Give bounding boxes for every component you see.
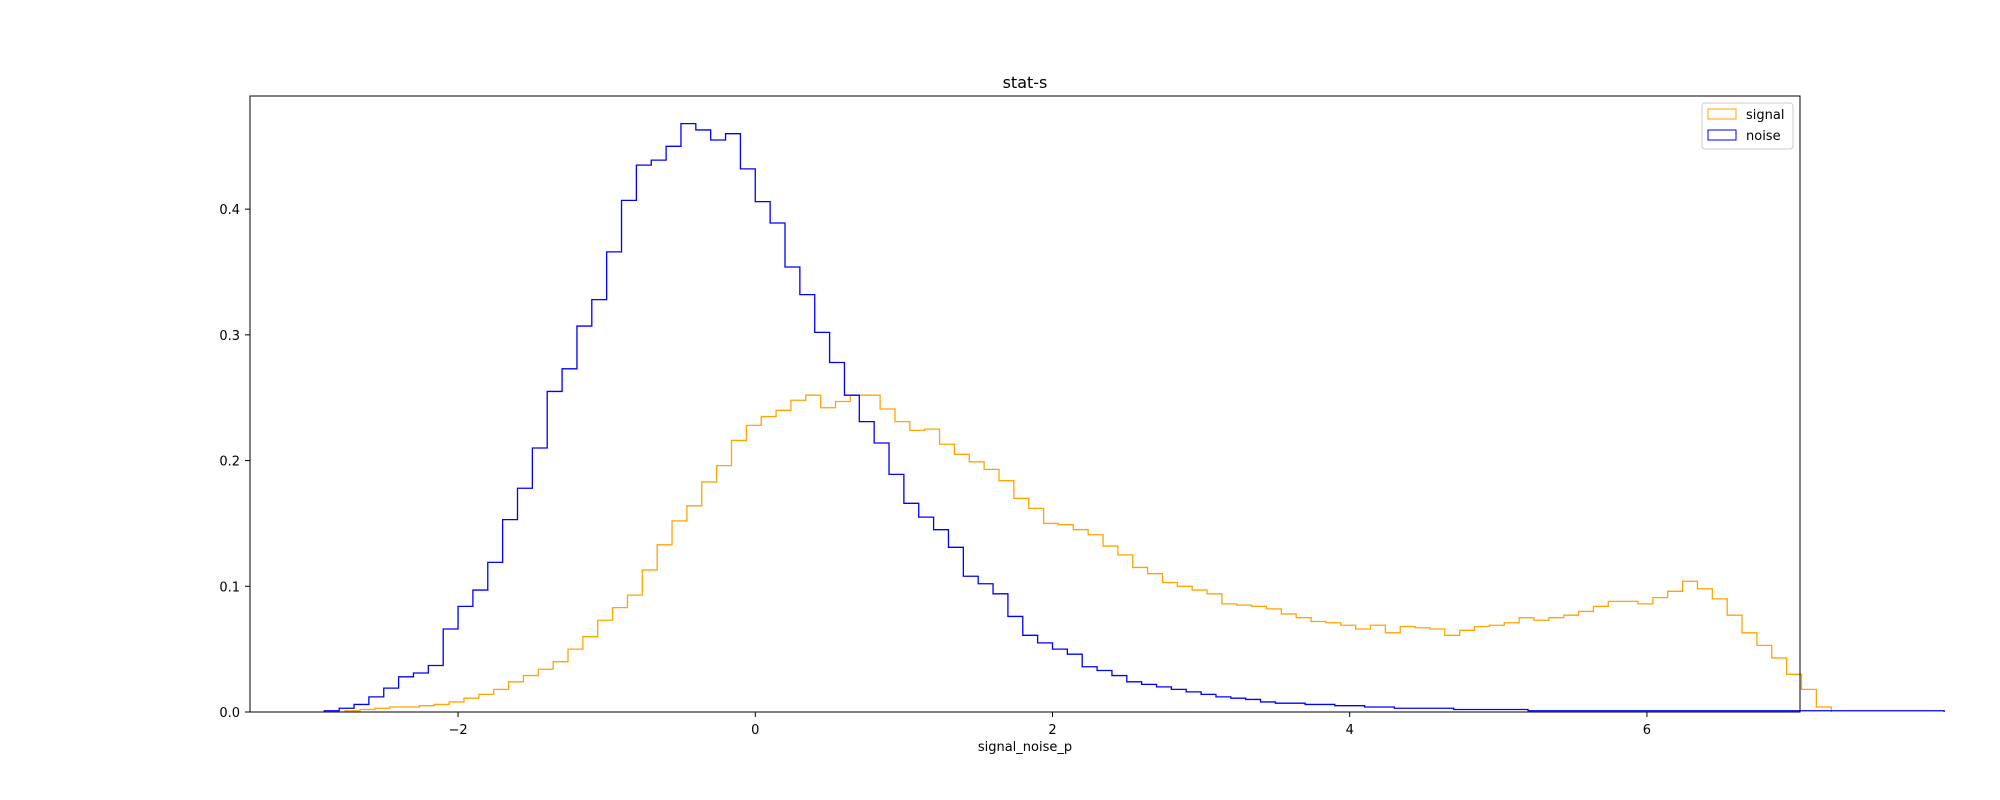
legend: signal noise bbox=[1701, 102, 1794, 150]
y-axis: 0.0 0.1 0.2 0.3 0.4 bbox=[219, 203, 250, 721]
y-tick-label: 0.2 bbox=[219, 455, 240, 470]
legend-swatch-noise bbox=[1707, 129, 1737, 141]
x-tick-label: 6 bbox=[1643, 723, 1651, 738]
legend-box bbox=[1701, 102, 1794, 150]
legend-swatch-signal bbox=[1707, 108, 1737, 120]
x-tick-label: 0 bbox=[751, 723, 759, 738]
x-tick-label: −2 bbox=[448, 723, 467, 738]
series-signal-step bbox=[344, 394, 1832, 712]
y-tick-label: 0.3 bbox=[219, 329, 240, 344]
y-tick-label: 0.1 bbox=[219, 580, 240, 595]
x-axis: −2 0 2 4 6 bbox=[448, 712, 1651, 738]
legend-label-signal: signal bbox=[1746, 108, 1784, 123]
y-tick-label: 0.0 bbox=[219, 706, 240, 721]
series-noise-step bbox=[323, 123, 1945, 712]
series-layer bbox=[323, 123, 1945, 712]
legend-label-noise: noise bbox=[1746, 129, 1781, 144]
x-tick-label: 4 bbox=[1346, 723, 1354, 738]
y-tick-label: 0.4 bbox=[219, 203, 240, 218]
x-axis-label: signal_noise_p bbox=[978, 740, 1072, 755]
plot-frame bbox=[249, 95, 1801, 713]
chart-title: stat-s bbox=[1003, 73, 1048, 92]
x-tick-label: 2 bbox=[1048, 723, 1056, 738]
